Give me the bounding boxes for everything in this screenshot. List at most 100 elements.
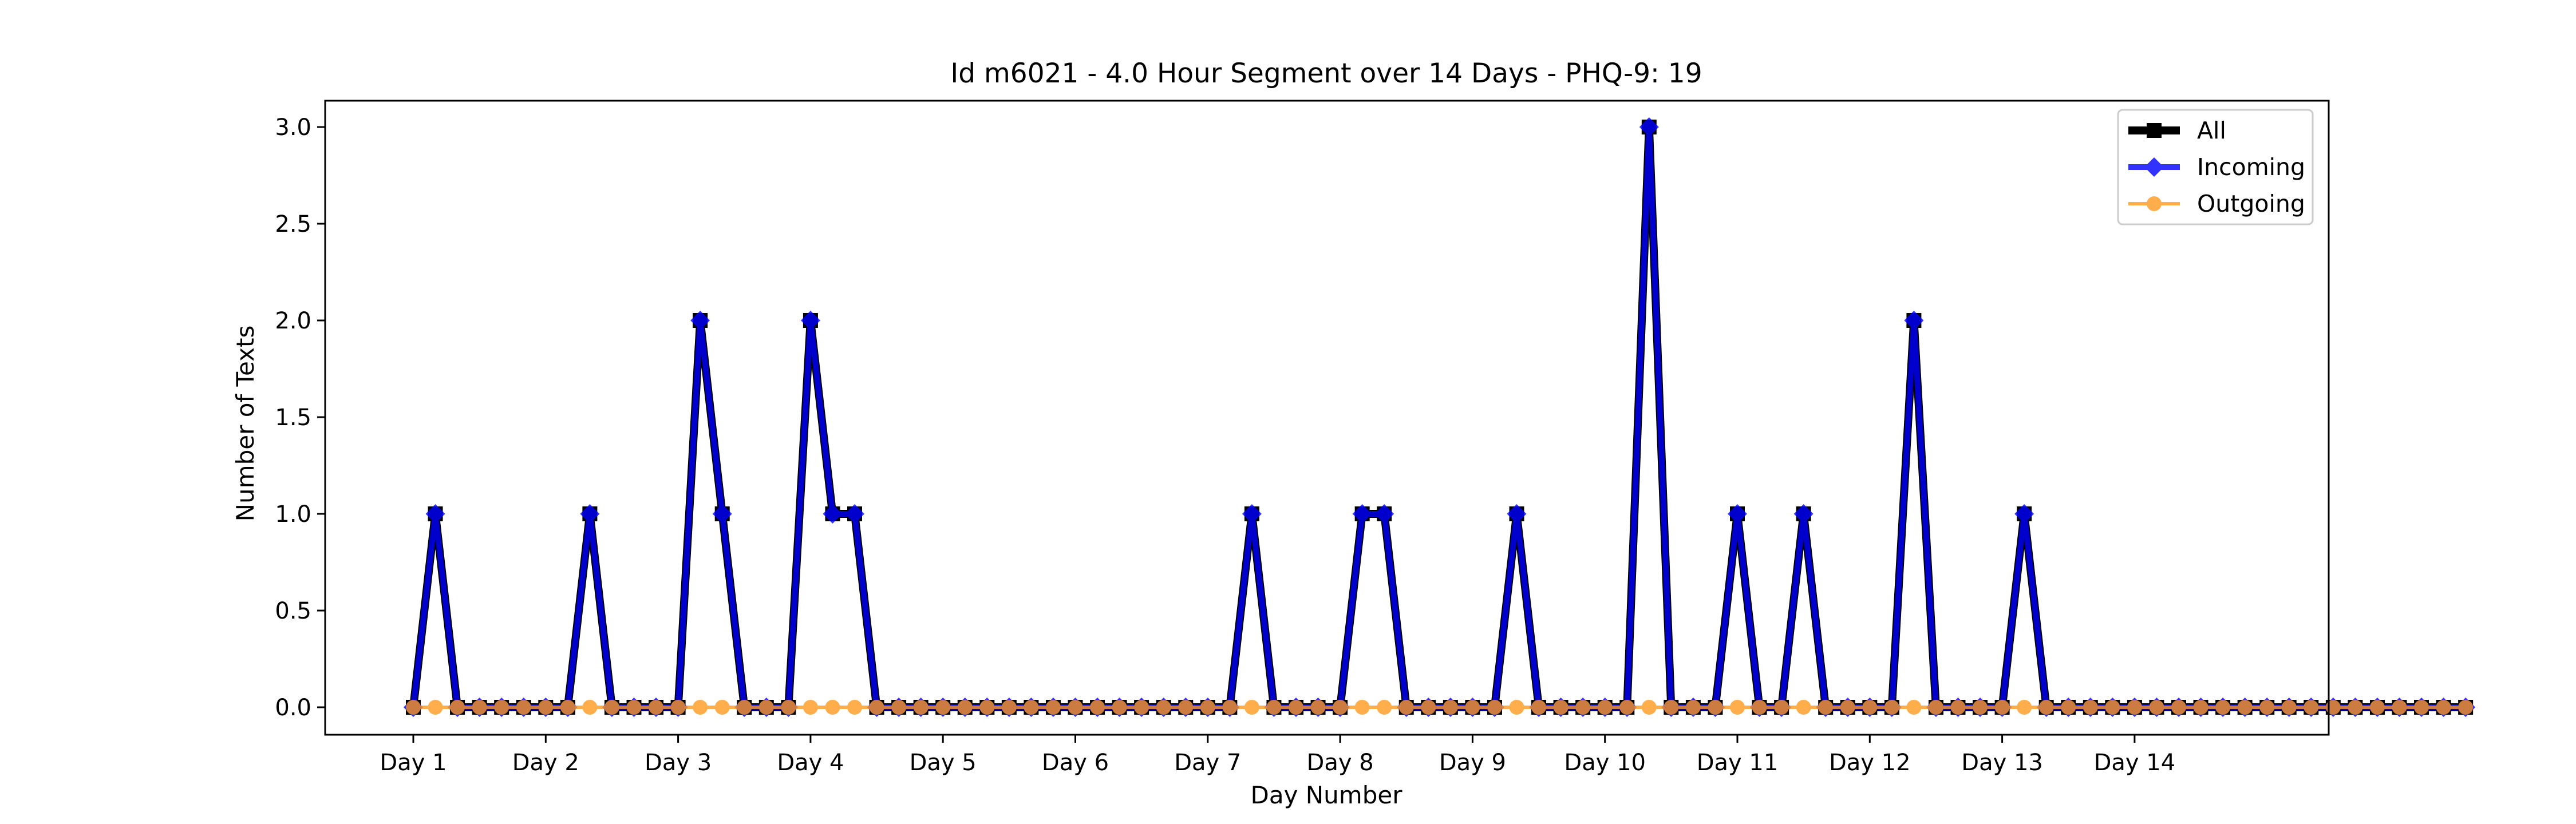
data-point-outgoing — [1443, 700, 1458, 715]
data-point-outgoing — [1973, 700, 1988, 715]
x-tick-label: Day 2 — [512, 750, 579, 776]
data-point-outgoing — [2215, 700, 2231, 715]
data-point-outgoing — [2259, 700, 2275, 715]
data-point-outgoing — [737, 700, 752, 715]
data-point-outgoing — [1641, 700, 1657, 715]
x-tick-label: Day 9 — [1439, 750, 1506, 776]
y-tick-label: 2.0 — [275, 308, 311, 334]
data-point-outgoing — [582, 700, 598, 715]
legend-marker-outgoing — [2147, 196, 2162, 211]
data-point-outgoing — [1310, 700, 1326, 715]
data-point-outgoing — [1001, 700, 1017, 715]
series-layer — [404, 117, 2476, 717]
data-point-incoming — [425, 504, 445, 524]
data-point-outgoing — [1068, 700, 1083, 715]
data-point-outgoing — [560, 700, 575, 715]
legend-marker-all — [2147, 123, 2162, 138]
chart-title: Id m6021 - 4.0 Hour Segment over 14 Days… — [950, 58, 1702, 89]
data-point-outgoing — [2149, 700, 2164, 715]
x-tick-label: Day 1 — [380, 750, 447, 776]
legend-box — [2117, 109, 2314, 225]
data-point-outgoing — [1575, 700, 1591, 715]
data-point-outgoing — [1398, 700, 1414, 715]
data-point-outgoing — [2038, 700, 2054, 715]
data-point-outgoing — [538, 700, 554, 715]
legend: All Incoming Outgoing — [2117, 109, 2314, 225]
data-point-outgoing — [1487, 700, 1502, 715]
data-point-outgoing — [758, 700, 774, 715]
data-point-outgoing — [979, 700, 995, 715]
data-point-outgoing — [1333, 700, 1348, 715]
data-point-outgoing — [2369, 700, 2385, 715]
data-point-outgoing — [1266, 700, 1282, 715]
data-point-outgoing — [869, 700, 884, 715]
x-tick-label: Day 3 — [645, 750, 712, 776]
data-point-outgoing — [1045, 700, 1061, 715]
data-point-incoming — [712, 504, 732, 524]
series-outgoing — [406, 700, 2474, 715]
data-point-outgoing — [891, 700, 907, 715]
data-point-outgoing — [2304, 700, 2319, 715]
data-point-outgoing — [2017, 700, 2032, 715]
data-point-incoming — [1507, 504, 1527, 524]
data-point-outgoing — [626, 700, 642, 715]
legend-marker-incoming — [2144, 157, 2164, 177]
data-point-outgoing — [1289, 700, 1303, 715]
data-point-outgoing — [2171, 700, 2186, 715]
data-point-outgoing — [1774, 700, 1789, 715]
data-point-outgoing — [803, 700, 818, 715]
data-point-outgoing — [1730, 700, 1745, 715]
x-tick-label: Day 10 — [1564, 750, 1646, 776]
x-tick-label: Day 8 — [1307, 750, 1374, 776]
x-axis-label: Day Number — [1250, 781, 1402, 809]
legend-label-all: All — [2197, 117, 2226, 144]
data-point-outgoing — [2436, 700, 2451, 715]
data-point-outgoing — [935, 700, 951, 715]
data-point-outgoing — [1200, 700, 1215, 715]
data-point-outgoing — [604, 700, 619, 715]
data-point-outgoing — [847, 700, 862, 715]
data-point-outgoing — [1619, 700, 1635, 715]
data-point-incoming — [2014, 504, 2034, 524]
x-tick-label: Day 12 — [1829, 750, 1911, 776]
data-point-outgoing — [957, 700, 973, 715]
data-point-outgoing — [781, 700, 796, 715]
x-tick-label: Day 6 — [1042, 750, 1109, 776]
data-point-outgoing — [1950, 700, 1966, 715]
data-point-outgoing — [1796, 700, 1811, 715]
x-tick-label: Day 13 — [1961, 750, 2043, 776]
data-point-outgoing — [1090, 700, 1105, 715]
data-point-outgoing — [1134, 700, 1149, 715]
data-point-outgoing — [1112, 700, 1127, 715]
data-point-outgoing — [2414, 700, 2429, 715]
data-point-outgoing — [1178, 700, 1194, 715]
data-point-outgoing — [428, 700, 443, 715]
data-point-outgoing — [1377, 700, 1392, 715]
data-point-outgoing — [1024, 700, 1039, 715]
data-point-outgoing — [1509, 700, 1524, 715]
x-tick-label: Day 5 — [910, 750, 977, 776]
legend-label-outgoing: Outgoing — [2197, 190, 2305, 217]
data-point-incoming — [690, 311, 710, 330]
data-point-outgoing — [1906, 700, 1922, 715]
x-tick-label: Day 14 — [2094, 750, 2176, 776]
data-point-outgoing — [913, 700, 929, 715]
data-point-incoming — [823, 504, 843, 524]
data-point-outgoing — [1708, 700, 1723, 715]
data-point-incoming — [1639, 117, 1659, 137]
data-point-outgoing — [2458, 700, 2474, 715]
x-tick-label: Day 7 — [1174, 750, 1241, 776]
data-point-outgoing — [1553, 700, 1568, 715]
legend-entry-incoming — [2128, 157, 2180, 177]
data-point-incoming — [580, 504, 600, 524]
data-point-incoming — [1728, 504, 1747, 524]
x-tick-label: Day 4 — [777, 750, 844, 776]
y-tick-label: 0.0 — [275, 695, 311, 721]
data-point-outgoing — [1354, 700, 1370, 715]
legend-entry-outgoing — [2128, 196, 2180, 211]
y-tick-label: 0.5 — [275, 598, 311, 624]
data-point-outgoing — [1531, 700, 1547, 715]
data-point-outgoing — [1597, 700, 1613, 715]
y-tick-label: 3.0 — [275, 114, 311, 141]
